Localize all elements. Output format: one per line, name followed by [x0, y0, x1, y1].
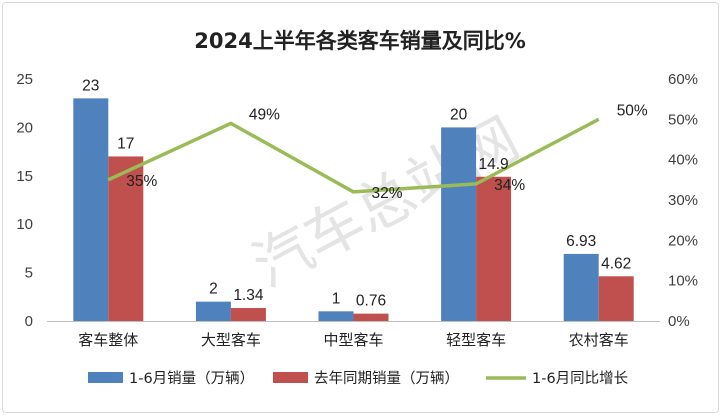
legend-swatch [273, 372, 308, 383]
bar-current-1 [195, 301, 231, 321]
y-right-tick-label: 30% [668, 192, 698, 209]
line-data-label: 50% [617, 102, 648, 119]
bar-data-label: 1 [332, 290, 341, 307]
bar-prior-4 [598, 276, 634, 321]
bar-prior-2 [353, 313, 389, 321]
bar-current-4 [563, 253, 599, 321]
x-category-label: 客车整体 [78, 331, 138, 349]
x-category-label: 农村客车 [569, 331, 629, 349]
y-left-tick-label: 25 [16, 71, 33, 88]
x-category-label: 大型客车 [201, 331, 261, 349]
y-left-tick-label: 0 [25, 313, 33, 330]
bar-data-label: 17 [117, 135, 134, 152]
bar-data-label: 23 [82, 77, 99, 94]
bar-data-label: 0.76 [356, 293, 386, 310]
line-data-label: 35% [126, 173, 157, 190]
y-left-tick-label: 15 [16, 168, 33, 185]
y-left-tick-label: 5 [25, 265, 33, 282]
x-category-label: 轻型客车 [446, 331, 506, 349]
y-right-tick-label: 50% [668, 111, 698, 128]
y-right-tick-label: 60% [668, 71, 698, 88]
bar-data-label: 20 [450, 106, 468, 123]
line-data-label: 34% [494, 177, 525, 194]
bar-current-2 [318, 311, 354, 321]
bar-prior-3 [476, 176, 512, 321]
chart-title: 2024上半年各类客车销量及同比% [194, 29, 526, 53]
line-data-label: 49% [249, 106, 280, 123]
bar-current-0 [73, 98, 109, 321]
legend-label: 1-6月同比增长 [532, 370, 629, 387]
x-category-label: 中型客车 [323, 331, 383, 349]
y-left-tick-label: 10 [16, 216, 33, 233]
y-right-tick-label: 0% [668, 313, 690, 330]
y-right-tick-label: 10% [668, 273, 698, 290]
y-right-tick-label: 20% [668, 232, 698, 249]
bar-data-label: 6.93 [566, 233, 596, 250]
bar-prior-1 [230, 308, 266, 321]
bar-data-label: 2 [209, 281, 218, 298]
bar-data-label: 4.62 [601, 255, 631, 272]
bar-data-label: 14.9 [479, 156, 509, 173]
y-left-tick-label: 20 [16, 119, 33, 136]
bar-prior-0 [108, 156, 144, 321]
legend-label: 去年同期销量（万辆） [314, 370, 459, 387]
line-data-label: 32% [372, 185, 403, 202]
y-right-tick-label: 40% [668, 152, 698, 169]
legend-label: 1-6月销量（万辆） [129, 370, 254, 387]
legend-swatch [88, 372, 123, 383]
bar-current-3 [441, 127, 477, 322]
bar-data-label: 1.34 [233, 287, 264, 304]
